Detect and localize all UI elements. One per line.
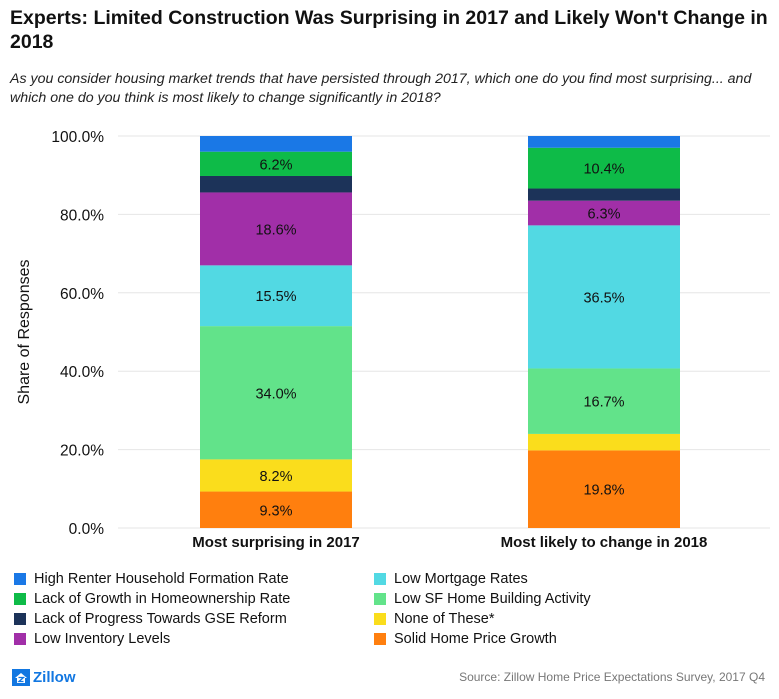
legend-label: Low Inventory Levels (34, 631, 171, 647)
zillow-logo-text: Zillow (33, 669, 76, 686)
data-label: 34.0% (255, 386, 296, 402)
legend-label: Solid Home Price Growth (394, 631, 557, 647)
data-label: 6.3% (587, 207, 620, 223)
bar-segment (200, 175, 352, 193)
data-label: 6.2% (259, 157, 292, 173)
legend-label: Lack of Growth in Homeownership Rate (34, 591, 291, 607)
legend-item: Lack of Progress Towards GSE Reform (14, 609, 374, 629)
bar-segment (528, 136, 680, 148)
data-label: 9.3% (259, 503, 292, 519)
data-label: 18.6% (255, 222, 296, 238)
legend-label: High Renter Household Formation Rate (34, 571, 289, 587)
legend-swatch (14, 633, 26, 645)
legend-swatch (374, 573, 386, 585)
bar-segment (200, 491, 352, 528)
stacked-bar-chart: 0.0% 20.0% 40.0% 60.0% 80.0% 100.0% Share of R… (16, 129, 770, 551)
legend-swatch (374, 633, 386, 645)
y-tick-label: 80.0% (60, 207, 104, 224)
bar-segment (528, 225, 680, 369)
legend-item: Low SF Home Building Activity (374, 589, 734, 609)
legend-swatch (14, 573, 26, 585)
x-category-label: Most surprising in 2017 (192, 534, 360, 551)
source-note: Source: Zillow Home Price Expectations S… (459, 670, 765, 684)
bar-segment (528, 433, 680, 451)
legend-swatch (14, 613, 26, 625)
bar-segment (528, 147, 680, 189)
y-tick-label: 100.0% (51, 129, 104, 146)
bar-segment (200, 136, 352, 152)
data-label: 16.7% (583, 395, 624, 411)
bar-segment (528, 368, 680, 434)
bar-segment (200, 192, 352, 266)
bar-segment (200, 326, 352, 460)
bar-segment (200, 265, 352, 327)
data-label: 19.8% (583, 483, 624, 499)
legend-item: None of These* (374, 609, 734, 629)
zillow-logo: Zillow (12, 669, 76, 686)
legend-item: Solid Home Price Growth (374, 629, 734, 649)
bar-segment (528, 200, 680, 226)
x-category-label: Most likely to change in 2018 (501, 534, 708, 551)
zillow-logo-icon (12, 669, 30, 686)
legend-label: Lack of Progress Towards GSE Reform (34, 611, 287, 627)
legend-label: None of These* (394, 611, 495, 627)
y-tick-label: 60.0% (60, 286, 104, 303)
bar-segment (528, 450, 680, 528)
bar-segment (528, 188, 680, 201)
legend-swatch (374, 593, 386, 605)
data-label: 10.4% (583, 162, 624, 178)
data-label: 36.5% (583, 290, 624, 306)
y-axis-label: Share of Responses (16, 260, 33, 405)
chart-legend: High Renter Household Formation Rate Low … (14, 569, 754, 649)
legend-label: Low Mortgage Rates (394, 571, 528, 587)
data-label: 15.5% (255, 289, 296, 305)
chart-title: Experts: Limited Construction Was Surpri… (10, 7, 768, 53)
legend-label: Low SF Home Building Activity (394, 591, 591, 607)
bar-segment (200, 459, 352, 492)
chart-subtitle: As you consider housing market trends th… (10, 71, 752, 106)
legend-item: High Renter Household Formation Rate (14, 569, 374, 589)
y-tick-label: 0.0% (69, 521, 105, 538)
y-tick-label: 40.0% (60, 364, 104, 381)
legend-swatch (374, 613, 386, 625)
legend-item: Low Inventory Levels (14, 629, 374, 649)
bar-segment (200, 151, 352, 176)
legend-item: Low Mortgage Rates (374, 569, 734, 589)
y-tick-label: 20.0% (60, 443, 104, 460)
legend-swatch (14, 593, 26, 605)
data-label: 8.2% (259, 469, 292, 485)
legend-item: Lack of Growth in Homeownership Rate (14, 589, 374, 609)
